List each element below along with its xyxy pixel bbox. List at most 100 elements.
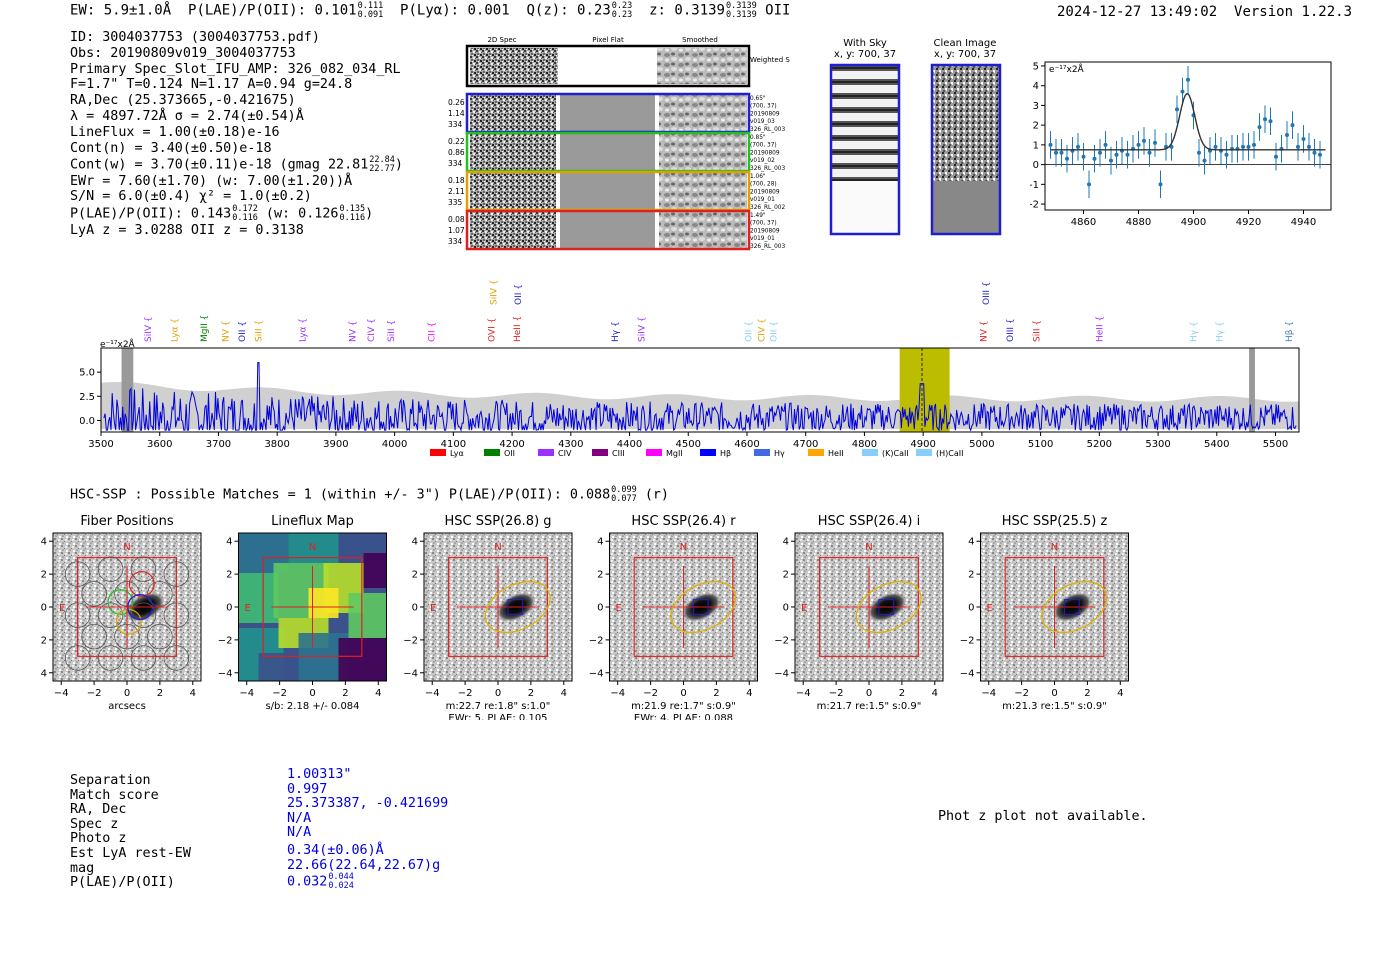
spectrum-ytick-label: 0.0: [80, 416, 95, 427]
match-value-radec: 25.373387, -0.421699: [287, 796, 449, 812]
match-value-score: 0.997: [287, 781, 328, 797]
hsc-caption-2: EWr: 4, PLAE: 0.088: [634, 713, 733, 720]
cutout-meta: (700, 37): [750, 221, 777, 227]
cutout-smoothed: [659, 212, 747, 248]
match-plae-lo: 0.024: [328, 880, 354, 891]
spectrum-legend-label: CIV: [558, 449, 572, 458]
match-value-separation: 1.00313": [287, 767, 352, 782]
spectrum-legend-label: CIII: [612, 449, 625, 458]
cutout-meta: (700, 28): [750, 182, 777, 188]
hsc-panel-title: HSC SSP(26.4) r: [631, 514, 736, 529]
hsc-xtick-label: −4: [796, 688, 811, 699]
lineflux-map-cell: [338, 638, 387, 681]
fit-point: [1076, 144, 1080, 149]
fit-point: [1109, 158, 1113, 163]
cutout-meta: 326_RL_002: [750, 205, 785, 211]
fit-point: [1054, 150, 1058, 155]
hsc-xtick-label: 0: [1051, 688, 1057, 699]
hsc-title-hi: 0.099: [611, 485, 637, 495]
info-plae-hi: 0.172: [232, 204, 258, 215]
hsc-fit-ellipse: [855, 580, 922, 634]
match-value-mag: 22.66(22.64,22.67)g: [287, 857, 441, 873]
header-ew: EW: 5.9±1.0Å: [70, 2, 172, 19]
hsc-ytick-label: −2: [40, 635, 47, 646]
spectrum-line-id: Hγ {: [1216, 321, 1226, 342]
header-qz: Q(z): 0.23: [526, 2, 611, 19]
hsc-match-marker: [692, 599, 709, 615]
cutout-stat: 334: [448, 159, 463, 168]
hsc-xtick-label: 2: [528, 688, 534, 699]
spectrum-xtick-label: 4000: [382, 439, 407, 450]
header-q-lo: 0.23: [611, 9, 633, 20]
header-plae: P(LAE)/P(OII): 0.101: [188, 2, 357, 19]
spectrum-legend-swatch: [754, 449, 770, 456]
spectrum-line-id: OIII {: [1006, 318, 1016, 342]
fit-point: [1081, 154, 1086, 159]
spectrum-line-id: OII {: [769, 321, 779, 342]
cutout-gap: [655, 212, 659, 248]
hsc-aperture-box: [262, 557, 363, 657]
hsc-xtick-label: 2: [157, 688, 163, 699]
fit-point: [1114, 152, 1119, 157]
spectrum-line-id: NV {: [348, 321, 358, 342]
spectrum-line-id: SiIV {: [637, 316, 647, 342]
hsc-xtick-label: 2: [899, 688, 905, 699]
hsc-xtick-label: −4: [610, 688, 625, 699]
fit-point: [1103, 142, 1108, 147]
fit-xtick-label: 4860: [1071, 217, 1096, 228]
fit-point: [1197, 150, 1201, 155]
spectrum-line-id: CII {: [428, 322, 438, 342]
fiber-circle: [163, 645, 190, 671]
hsc-xtick-label: −2: [643, 688, 658, 699]
hsc-ytick-label: −2: [960, 635, 975, 646]
hsc-ytick-label: −4: [40, 668, 47, 679]
hsc-xtick-label: −4: [981, 688, 996, 699]
fit-gaussian-curve: [1050, 92, 1326, 151]
hsc-xtick-label: −4: [239, 688, 254, 699]
hsc-panels-svg: Fiber Positions N E −4 4 −2 2 0 0 2 −2 4 −4 arcsecs Li…: [32, 514, 1129, 724]
hsc-ytick-label: 2: [968, 570, 974, 581]
spectrum-line-id: NV {: [221, 321, 231, 342]
cutout-meta: v019_02: [750, 158, 775, 164]
fit-point: [1268, 119, 1273, 124]
fiber-circle: [163, 561, 190, 587]
hsc-ytick-label: 0: [968, 603, 974, 614]
spectrum-line-id: Lyα {: [298, 318, 308, 342]
fiber-circle: [81, 623, 107, 650]
match-label-lya-ew: Est LyA rest-EW: [70, 845, 191, 861]
hsc-east-label: E: [987, 603, 993, 614]
header-z-line: OII: [765, 2, 791, 19]
hsc-xtick-label: 2: [342, 688, 348, 699]
hsc-caption-1: arcsecs: [108, 701, 146, 712]
fit-point: [1312, 150, 1317, 155]
cutout-pixelflat: [560, 134, 655, 170]
spectrum-xtick-label: 4500: [676, 439, 701, 450]
hsc-ytick-label: −4: [774, 668, 789, 679]
hsc-panel-title: HSC SSP(25.5) z: [1002, 514, 1108, 529]
hsc-xtick-label: 0: [309, 688, 315, 699]
info-plae-lo: 0.116: [232, 212, 258, 223]
cutout-stat: 0.18: [448, 176, 465, 185]
sky-title-clean: Clean Image x, y: 700, 37: [915, 38, 1015, 60]
spectrum-xtick-label: 5000: [969, 439, 994, 450]
fit-point: [1092, 156, 1097, 161]
match-label-radec: RA, Dec: [70, 802, 127, 818]
spectrum-line-id: HeII {: [513, 316, 523, 342]
fiber-circle: [130, 556, 157, 582]
fit-point: [1158, 182, 1163, 187]
spectrum-legend-swatch: [484, 449, 500, 456]
cutout-grid: 2D Spec Pixel Flat Smoothed Weighted Sum…: [440, 32, 801, 257]
fit-ytick-label: 0: [1033, 160, 1039, 171]
hsc-ytick-label: 0: [412, 603, 418, 614]
fit-point: [1180, 89, 1185, 94]
match-label-separation: Separation: [70, 773, 151, 788]
spectrum-xtick-label: 3900: [323, 439, 348, 450]
hsc-panels: Fiber Positions N E −4 4 −2 2 0 0 2 −2 4 −4 arcsecs Li…: [32, 510, 1160, 724]
cutout-pixelflat: [560, 95, 655, 131]
hsc-caption-1: m:21.7 re:1.5" s:0.9": [817, 701, 922, 712]
hsc-ytick-label: 4: [783, 537, 789, 548]
spectrum-legend-label: MgII: [666, 449, 683, 458]
hsc-match-marker: [878, 599, 895, 615]
fit-ytick-label: 5: [1033, 61, 1039, 72]
hsc-ytick-label: 2: [41, 570, 47, 581]
